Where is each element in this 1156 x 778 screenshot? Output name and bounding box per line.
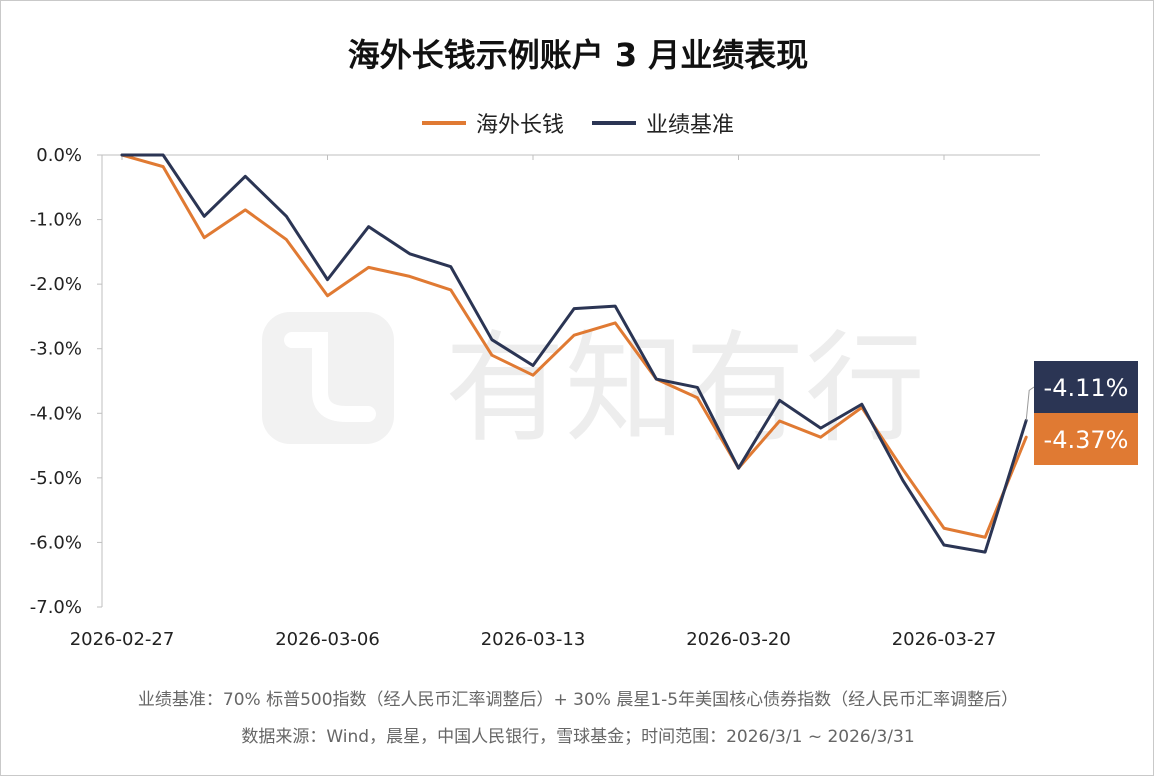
y-tick-label: -3.0%	[30, 339, 82, 360]
watermark: 有知有行	[262, 312, 925, 459]
x-tick-label: 2026-02-27	[70, 629, 175, 650]
benchmark-footnote: 业绩基准：70% 标普500指数（经人民币汇率调整后）+ 30% 晨星1-5年美…	[137, 690, 1019, 710]
legend: 海外长钱 业绩基准	[0, 107, 1156, 139]
fund-end-callout	[1034, 413, 1138, 465]
watermark-logo-mark	[284, 332, 376, 422]
x-tick-label: 2026-03-13	[481, 629, 586, 650]
x-tick-label: 2026-03-27	[892, 629, 997, 650]
chart-title: 海外长钱示例账户 3 月业绩表现	[347, 36, 809, 74]
legend-swatch-fund	[421, 121, 466, 125]
end-callouts: -4.11% -4.37%	[1025, 361, 1138, 465]
callout-connector	[1025, 386, 1035, 421]
series-lines	[120, 153, 1028, 554]
legend-label-benchmark: 业绩基准	[646, 113, 735, 138]
legend-item-benchmark: 业绩基准	[592, 107, 734, 139]
y-tick-label: -7.0%	[30, 597, 82, 618]
x-tick-label: 2026-03-20	[686, 629, 791, 650]
y-tick-label: -4.0%	[30, 403, 82, 424]
line-chart: 有知有行 0.0% -1.0% -2.0% -3.0% -4.0% -5.0% -6.0% -…	[30, 145, 1138, 650]
y-tick-label: -6.0%	[30, 532, 82, 553]
y-tick-label: -2.0%	[30, 274, 82, 295]
axes: 0.0% -1.0% -2.0% -3.0% -4.0% -5.0% -6.0% -7.0% 2…	[30, 145, 1040, 650]
benchmark-end-callout	[1034, 361, 1138, 413]
y-tick-label: -5.0%	[30, 468, 82, 489]
fund-end-label: -4.37%	[1044, 426, 1129, 454]
legend-swatch-benchmark	[592, 121, 636, 125]
legend-item-fund: 海外长钱	[421, 107, 564, 139]
y-tick-label: -1.0%	[30, 210, 82, 231]
watermark-text: 有知有行	[445, 320, 925, 459]
source-footnote: 数据来源：Wind，晨星，中国人民银行，雪球基金；时间范围：2026/3/1 ~…	[241, 727, 915, 747]
x-tick-label: 2026-03-06	[275, 629, 380, 650]
y-tick-label: 0.0%	[36, 145, 82, 166]
benchmark-end-label: -4.11%	[1044, 374, 1129, 402]
legend-label-fund: 海外长钱	[475, 113, 564, 138]
